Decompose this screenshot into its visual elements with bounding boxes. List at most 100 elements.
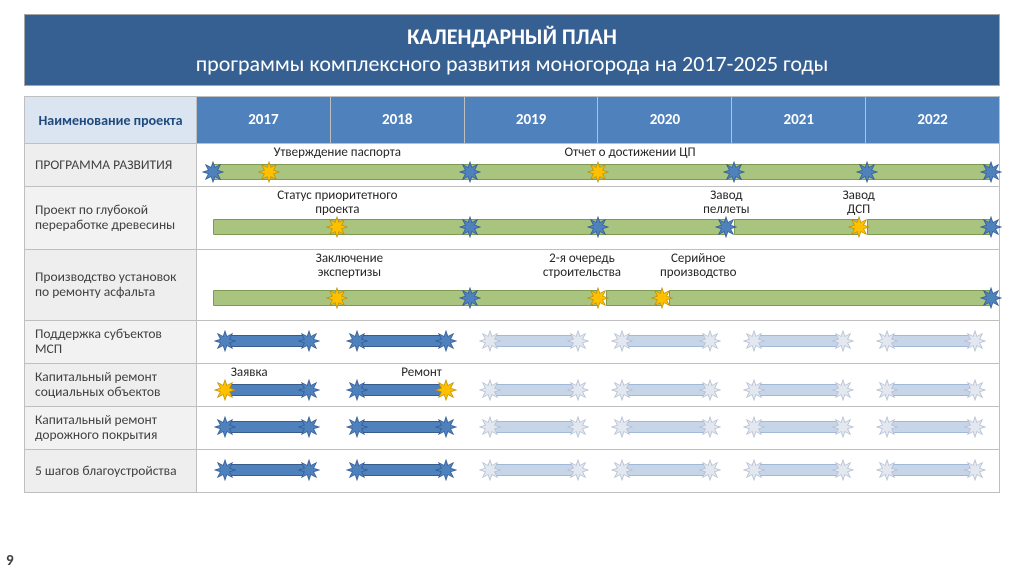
gantt-bar xyxy=(758,421,838,433)
milestone-star-icon xyxy=(611,330,633,352)
milestone-star-icon xyxy=(964,459,986,481)
project-name: Производство установок по ремонту асфаль… xyxy=(25,250,197,321)
milestone-star-icon xyxy=(567,330,589,352)
timeline-cell: Утверждение паспортаОтчет о достижении Ц… xyxy=(197,144,1000,187)
milestone-label: Заключениеэкспертизы xyxy=(316,252,383,279)
gantt-bar xyxy=(229,335,305,347)
milestone-label: Заводпеллеты xyxy=(703,189,749,216)
milestone-star-icon xyxy=(567,416,589,438)
gantt-bar xyxy=(626,384,706,396)
milestone-star-icon xyxy=(876,416,898,438)
milestone-star-icon xyxy=(715,216,737,238)
project-name: 5 шагов благоустройства xyxy=(25,450,197,493)
milestone-star-icon xyxy=(214,416,236,438)
milestone-star-icon xyxy=(298,459,320,481)
milestone-star-icon xyxy=(214,379,236,401)
header-name-col: Наименование проекта xyxy=(25,97,197,144)
timeline-cell: Заявка Ремонт xyxy=(197,364,1000,407)
milestone-star-icon xyxy=(876,330,898,352)
milestone-star-icon xyxy=(856,161,878,183)
gantt-bar xyxy=(891,335,971,347)
milestone-star-icon xyxy=(346,330,368,352)
milestone-star-icon xyxy=(743,459,765,481)
milestone-star-icon xyxy=(459,216,481,238)
gantt-bar xyxy=(758,464,838,476)
timeline-cell: Статус приоритетногопроекта Заводпеллеты З… xyxy=(197,187,1000,250)
milestone-star-icon xyxy=(964,416,986,438)
milestone-star-icon xyxy=(479,330,501,352)
milestone-label: Отчет о достижении ЦП xyxy=(565,146,696,160)
gantt-bar xyxy=(494,464,574,476)
gantt-bar xyxy=(891,464,971,476)
milestone-star-icon xyxy=(587,216,609,238)
gantt-bar xyxy=(626,335,706,347)
milestone-star-icon xyxy=(876,379,898,401)
milestone-star-icon xyxy=(876,459,898,481)
milestone-star-icon xyxy=(848,216,870,238)
page-number: 9 xyxy=(6,552,14,570)
project-row: 5 шагов благоустройства xyxy=(25,450,1000,493)
gantt-bar xyxy=(494,421,574,433)
timeline-wrap: Заявка Ремонт xyxy=(197,364,999,406)
timeline-cell xyxy=(197,321,1000,364)
gantt-bar xyxy=(494,384,574,396)
timeline-wrap: Заключениеэкспертизы2-я очередьстроитель… xyxy=(197,250,999,320)
gantt-bar xyxy=(361,421,441,433)
header-year-0: 2017 xyxy=(197,97,331,144)
timeline-wrap xyxy=(197,450,999,492)
milestone-star-icon xyxy=(567,459,589,481)
milestone-star-icon xyxy=(435,379,457,401)
timeline-cell xyxy=(197,450,1000,493)
milestone-label: Заявка xyxy=(231,366,268,380)
milestone-label: ЗаводДСП xyxy=(842,189,874,216)
milestone-star-icon xyxy=(611,416,633,438)
milestone-star-icon xyxy=(980,216,1002,238)
gantt-bar xyxy=(734,219,858,235)
gantt-bar xyxy=(229,464,305,476)
milestone-star-icon xyxy=(699,416,721,438)
milestone-star-icon xyxy=(832,459,854,481)
gantt-bar xyxy=(361,384,441,396)
title-line1: КАЛЕНДАРНЫЙ ПЛАН xyxy=(37,23,987,50)
milestone-star-icon xyxy=(479,416,501,438)
milestone-star-icon xyxy=(326,216,348,238)
header-year-4: 2021 xyxy=(732,97,866,144)
milestone-label: Ремонт xyxy=(401,366,442,380)
gantt-bar xyxy=(669,290,991,306)
calendar-grid: Наименование проекта 2017 2018 2019 2020… xyxy=(24,96,1000,493)
gantt-bar xyxy=(891,384,971,396)
milestone-star-icon xyxy=(587,287,609,309)
milestone-star-icon xyxy=(567,379,589,401)
milestone-star-icon xyxy=(743,330,765,352)
project-name: ПРОГРАММА РАЗВИТИЯ xyxy=(25,144,197,187)
milestone-star-icon xyxy=(964,379,986,401)
milestone-star-icon xyxy=(587,161,609,183)
project-row: Капитальный ремонт дорожного покрытия xyxy=(25,407,1000,450)
milestone-star-icon xyxy=(202,161,224,183)
milestone-star-icon xyxy=(832,379,854,401)
gantt-bar xyxy=(891,421,971,433)
project-row: Проект по глубокой переработке древесины… xyxy=(25,187,1000,250)
gantt-bar xyxy=(494,335,574,347)
gantt-bar xyxy=(867,219,991,235)
header-year-5: 2022 xyxy=(866,97,1000,144)
header-year-2: 2019 xyxy=(464,97,598,144)
milestone-star-icon xyxy=(723,161,745,183)
milestone-star-icon xyxy=(214,330,236,352)
milestone-star-icon xyxy=(346,416,368,438)
milestone-star-icon xyxy=(346,379,368,401)
milestone-star-icon xyxy=(435,330,457,352)
milestone-star-icon xyxy=(980,287,1002,309)
timeline-wrap: Утверждение паспортаОтчет о достижении Ц… xyxy=(197,144,999,186)
timeline-cell: Заключениеэкспертизы2-я очередьстроитель… xyxy=(197,250,1000,321)
timeline-wrap xyxy=(197,407,999,449)
gantt-bar xyxy=(758,335,838,347)
gantt-bar xyxy=(758,384,838,396)
milestone-star-icon xyxy=(743,416,765,438)
milestone-star-icon xyxy=(479,379,501,401)
gantt-bar xyxy=(361,464,441,476)
header-year-1: 2018 xyxy=(330,97,464,144)
project-row: Капитальный ремонт социальных объектовЗа… xyxy=(25,364,1000,407)
milestone-star-icon xyxy=(832,330,854,352)
milestone-label: Статус приоритетногопроекта xyxy=(277,189,397,216)
